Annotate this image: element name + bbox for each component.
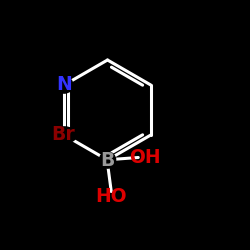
Text: OH: OH xyxy=(129,148,160,167)
Ellipse shape xyxy=(56,77,73,93)
Text: Br: Br xyxy=(51,126,75,144)
Text: B: B xyxy=(100,150,115,170)
Ellipse shape xyxy=(52,127,77,143)
Text: N: N xyxy=(56,76,72,94)
Text: HO: HO xyxy=(96,188,127,206)
Ellipse shape xyxy=(99,152,116,168)
